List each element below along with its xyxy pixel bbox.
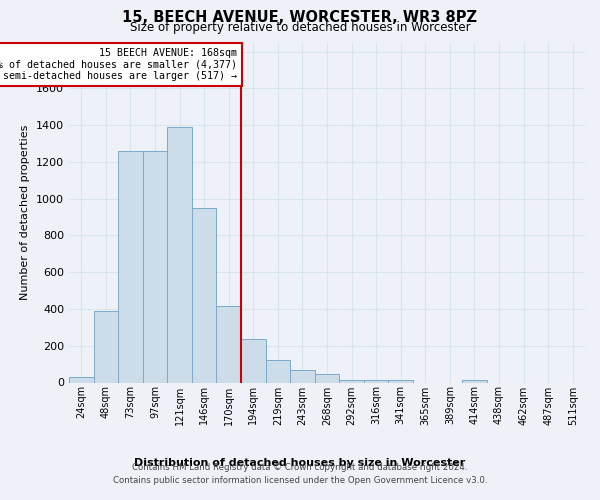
Text: 15, BEECH AVENUE, WORCESTER, WR3 8PZ: 15, BEECH AVENUE, WORCESTER, WR3 8PZ <box>122 10 478 25</box>
Bar <box>290 370 315 382</box>
Bar <box>69 377 94 382</box>
Bar <box>94 311 118 382</box>
Bar <box>364 380 388 382</box>
Text: Distribution of detached houses by size in Worcester: Distribution of detached houses by size … <box>134 458 466 468</box>
Y-axis label: Number of detached properties: Number of detached properties <box>20 125 31 300</box>
Bar <box>266 360 290 382</box>
Bar <box>388 380 413 382</box>
Bar <box>241 340 266 382</box>
Text: Contains HM Land Registry data © Crown copyright and database right 2024.
Contai: Contains HM Land Registry data © Crown c… <box>113 463 487 485</box>
Bar <box>339 380 364 382</box>
Bar <box>462 380 487 382</box>
Bar <box>217 306 241 382</box>
Text: 15 BEECH AVENUE: 168sqm
← 89% of detached houses are smaller (4,377)
11% of semi: 15 BEECH AVENUE: 168sqm ← 89% of detache… <box>0 48 238 81</box>
Text: Size of property relative to detached houses in Worcester: Size of property relative to detached ho… <box>130 21 470 34</box>
Bar <box>167 127 192 382</box>
Bar <box>315 374 339 382</box>
Bar <box>192 208 217 382</box>
Bar <box>143 151 167 382</box>
Bar <box>118 151 143 382</box>
